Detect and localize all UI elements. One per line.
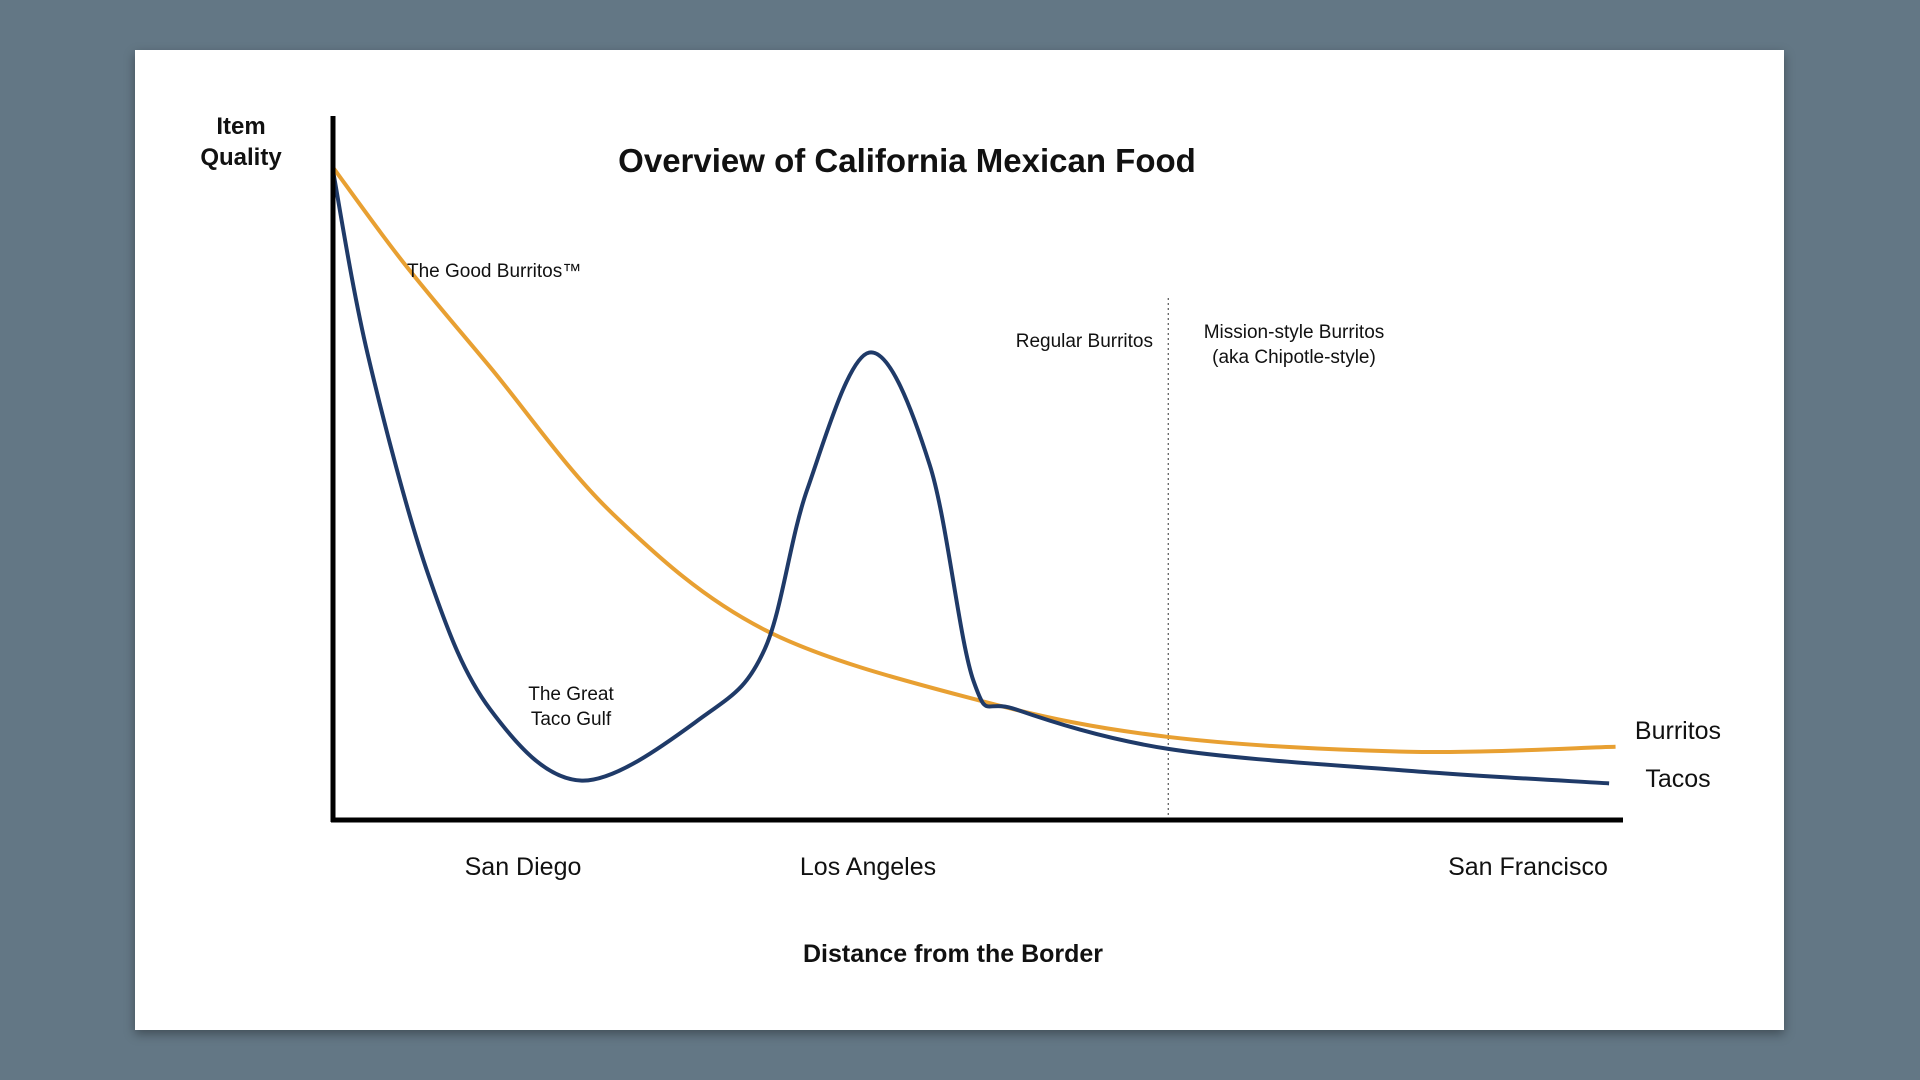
chart-card xyxy=(135,50,1784,1030)
y-axis-label-line2: Quality xyxy=(200,144,282,171)
legend-burritos: Burritos xyxy=(1635,717,1721,745)
series-line-burritos xyxy=(331,166,1616,755)
y-axis-label-line1: Item xyxy=(216,113,265,140)
legend-tacos: Tacos xyxy=(1645,765,1710,793)
x-axis-label: Distance from the Border xyxy=(803,940,1103,968)
x-tick-label: San Francisco xyxy=(1448,853,1608,881)
annotation-mission-2: (aka Chipotle-style) xyxy=(1212,347,1376,368)
annotation-regular-burritos: Regular Burritos xyxy=(1016,331,1153,352)
annotation-mission-1: Mission-style Burritos xyxy=(1204,322,1385,343)
x-tick-label: Los Angeles xyxy=(800,853,936,881)
annotation-taco-gulf-1: The Great xyxy=(528,684,614,705)
annotation-good-burritos: The Good Burritos™ xyxy=(407,261,581,282)
x-tick-label: San Diego xyxy=(465,853,582,881)
annotation-taco-gulf-2: Taco Gulf xyxy=(531,709,612,730)
chart-title: Overview of California Mexican Food xyxy=(618,142,1196,179)
series-line-tacos xyxy=(331,170,1610,786)
